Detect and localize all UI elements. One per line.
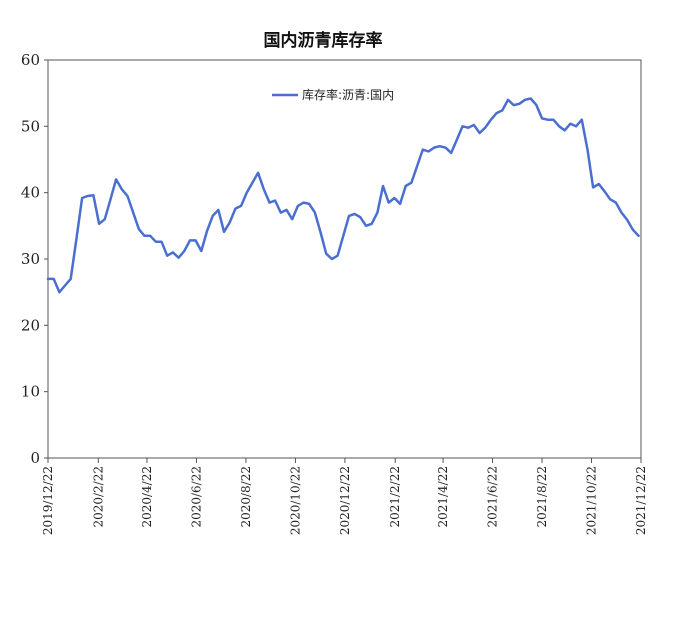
x-tick-label: 2021/4/22 — [436, 466, 450, 528]
x-tick-label: 2020/2/22 — [91, 466, 105, 528]
x-tick-label: 2021/2/22 — [388, 466, 402, 528]
x-tick-label: 2021/6/22 — [486, 466, 500, 528]
y-tick-label: 20 — [21, 316, 40, 334]
y-tick-label: 60 — [21, 51, 40, 69]
y-axis: 0 10 20 30 40 50 60 — [21, 51, 48, 467]
x-tick-label: 2020/8/22 — [239, 466, 253, 528]
x-tick-label: 2021/8/22 — [535, 466, 549, 528]
x-tick-label: 2021/10/22 — [585, 466, 599, 535]
series-line — [46, 97, 640, 294]
legend-label: 库存率:沥青:国内 — [302, 87, 394, 102]
y-tick-label: 0 — [30, 449, 40, 467]
y-tick-label: 40 — [21, 184, 40, 202]
y-tick-label: 50 — [21, 117, 40, 135]
y-tick-label: 10 — [21, 383, 40, 401]
x-tick-label: 2021/12/22 — [634, 466, 648, 535]
x-tick-label: 2020/4/22 — [140, 466, 154, 528]
x-tick-label: 2020/10/22 — [288, 466, 302, 535]
x-tick-label: 2020/6/22 — [189, 466, 203, 528]
x-tick-label: 2020/12/22 — [338, 466, 352, 535]
x-axis: 2019/12/22 2020/2/22 2020/4/22 2020/6/22 202… — [41, 458, 648, 535]
series-layer — [46, 97, 640, 294]
chart-title: 国内沥青库存率 — [264, 30, 383, 51]
x-tick-label: 2019/12/22 — [41, 466, 55, 535]
legend: 库存率:沥青:国内 — [272, 87, 394, 102]
y-tick-label: 30 — [21, 250, 40, 268]
